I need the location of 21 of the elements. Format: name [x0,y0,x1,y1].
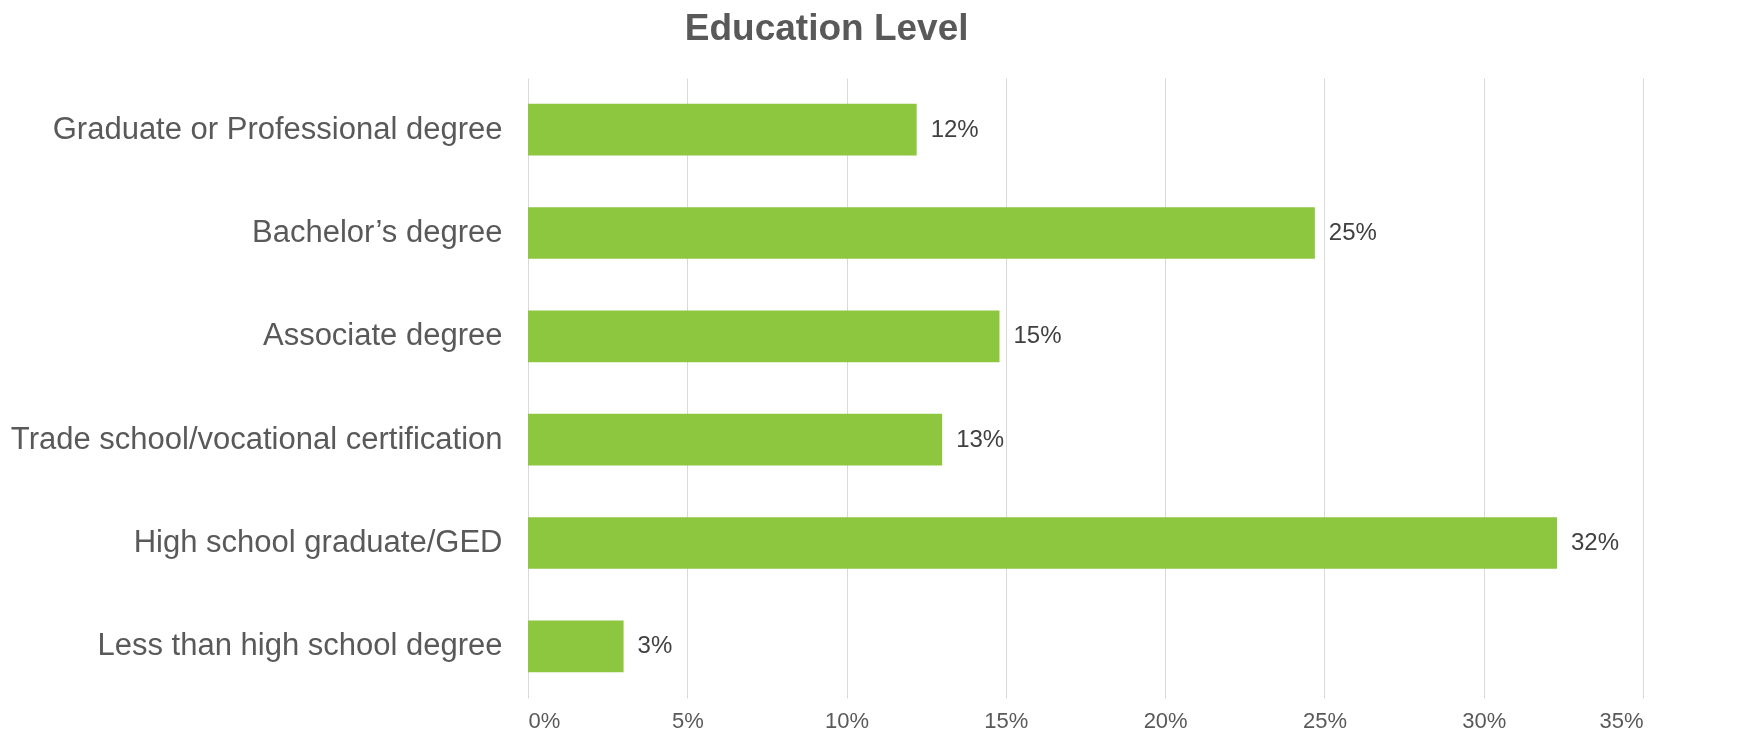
x-tick-label: 0% [528,707,561,733]
y-tick-label: Trade school/vocational certification [10,420,503,456]
y-tick-label: Less than high school degree [97,627,503,663]
data-label: 3% [637,631,673,659]
x-tick-label: 5% [671,707,704,733]
y-tick-label: Associate degree [262,317,503,353]
x-tick-label: 15% [984,707,1029,733]
data-label: 12% [930,114,979,142]
data-label: 25% [1328,218,1377,245]
y-tick-label: Bachelor’s degree [252,214,503,249]
x-tick-label: 35% [1599,707,1644,733]
data-label: 13% [956,424,1005,452]
y-tick-label: Graduate or Professional degree [52,110,503,146]
x-tick-label: 30% [1462,707,1507,733]
x-tick-label: 10% [825,707,870,733]
x-tick-label: 25% [1302,707,1347,733]
x-tick-label: 20% [1143,707,1188,733]
chart-title: Education Level [684,7,969,48]
y-tick-label: High school graduate/GED [133,524,503,559]
data-label: 15% [1013,321,1062,349]
data-label: 32% [1570,528,1620,555]
